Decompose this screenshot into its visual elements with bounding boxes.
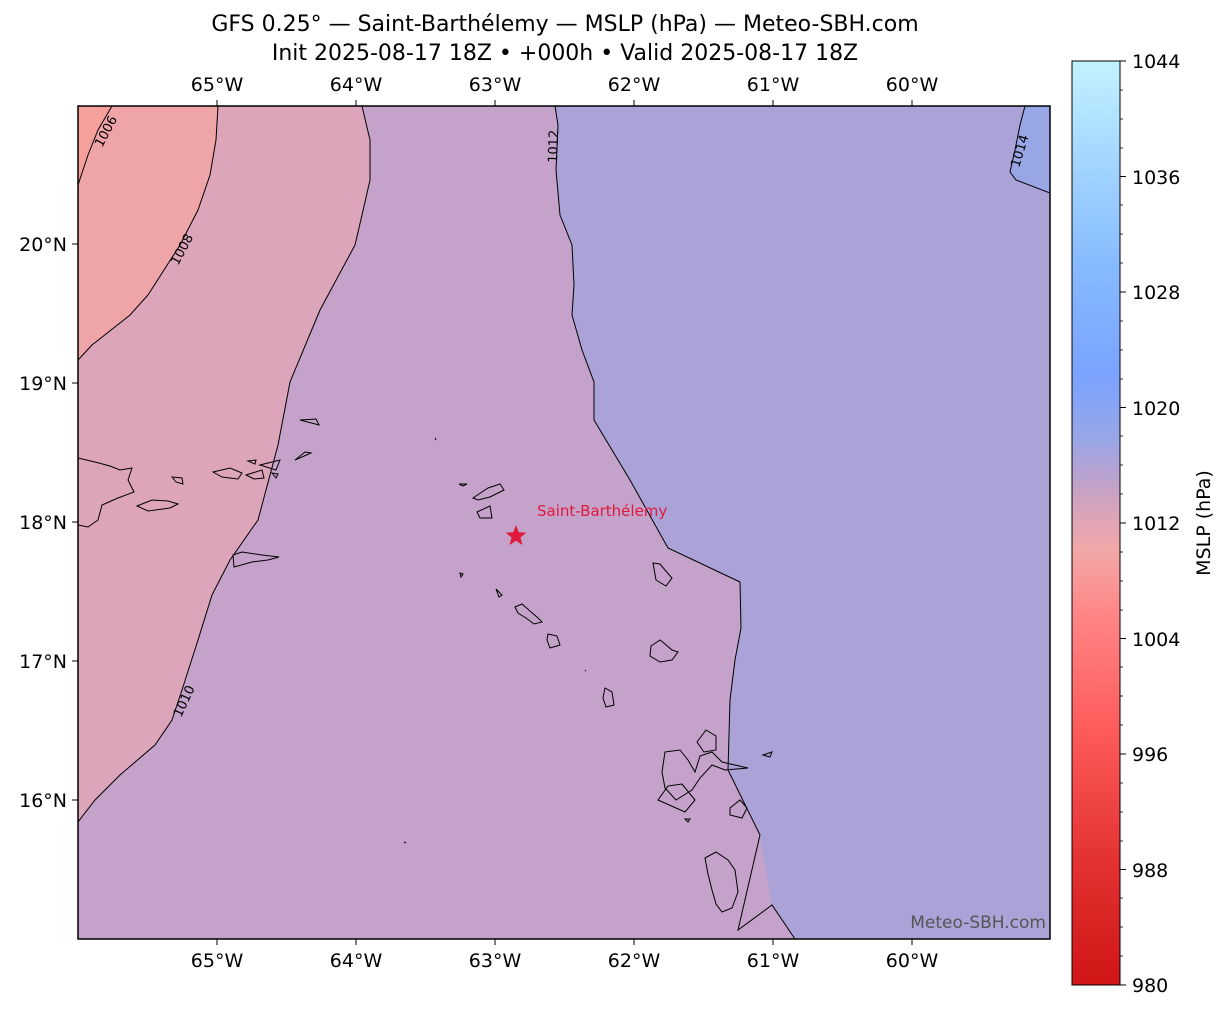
colorbar-tick: 988 bbox=[1132, 860, 1168, 882]
colorbar-tick: 1036 bbox=[1132, 167, 1180, 189]
colorbar: 1044 1036 1028 1020 1012 1004 996 988 98… bbox=[1071, 51, 1215, 997]
pressure-field: 1006 1008 1010 1012 1014 Saint-Barthélem… bbox=[78, 106, 1050, 939]
lat-labels: 20°N 19°N 18°N 17°N 16°N bbox=[19, 234, 67, 812]
watermark: Meteo-SBH.com bbox=[910, 913, 1046, 933]
lon-label-top: 64°W bbox=[330, 74, 383, 96]
colorbar-tick: 1012 bbox=[1132, 513, 1180, 535]
lat-label: 18°N bbox=[19, 512, 67, 534]
axis-ticks bbox=[72, 100, 913, 945]
lon-label-top: 60°W bbox=[886, 74, 939, 96]
colorbar-tick: 1044 bbox=[1132, 51, 1180, 73]
lon-label-bottom: 61°W bbox=[747, 950, 800, 972]
location-label: Saint-Barthélemy bbox=[537, 502, 667, 520]
colorbar-tick: 996 bbox=[1132, 744, 1168, 766]
lon-labels-bottom: 65°W 64°W 63°W 62°W 61°W 60°W bbox=[191, 950, 939, 972]
lat-label: 19°N bbox=[19, 373, 67, 395]
lat-label: 20°N bbox=[19, 234, 67, 256]
lon-label-top: 61°W bbox=[747, 74, 800, 96]
colorbar-tick: 980 bbox=[1132, 975, 1168, 997]
coastlines bbox=[78, 418, 773, 913]
star-icon bbox=[505, 525, 527, 545]
lon-label-bottom: 64°W bbox=[330, 950, 383, 972]
colorbar-tick: 1020 bbox=[1132, 398, 1180, 420]
chart-title: GFS 0.25° — Saint-Barthélemy — MSLP (hPa… bbox=[211, 12, 919, 37]
location-marker: Saint-Barthélemy bbox=[505, 502, 667, 545]
lon-labels-top: 65°W 64°W 63°W 62°W 61°W 60°W bbox=[191, 74, 939, 96]
lon-label-top: 62°W bbox=[608, 74, 661, 96]
chart-subtitle: Init 2025-08-17 18Z • +000h • Valid 2025… bbox=[271, 41, 859, 66]
colorbar-label: MSLP (hPa) bbox=[1193, 470, 1215, 576]
lon-label-bottom: 60°W bbox=[886, 950, 939, 972]
colorbar-tick: 1028 bbox=[1132, 282, 1180, 304]
lat-label: 16°N bbox=[19, 790, 67, 812]
colorbar-tick: 1004 bbox=[1132, 629, 1180, 651]
lon-label-top: 63°W bbox=[469, 74, 522, 96]
lon-label-bottom: 63°W bbox=[469, 950, 522, 972]
lon-label-top: 65°W bbox=[191, 74, 244, 96]
lat-label: 17°N bbox=[19, 651, 67, 673]
lon-label-bottom: 65°W bbox=[191, 950, 244, 972]
colorbar-gradient bbox=[1072, 61, 1120, 985]
lon-label-bottom: 62°W bbox=[608, 950, 661, 972]
contour-label-1012: 1012 bbox=[546, 130, 562, 164]
